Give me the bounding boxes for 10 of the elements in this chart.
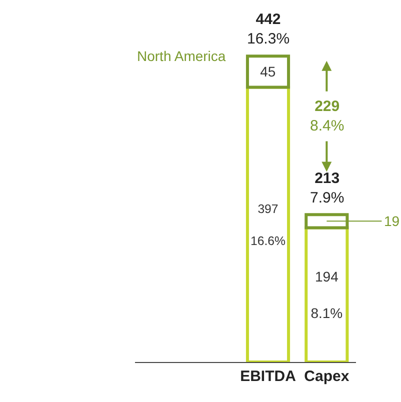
total-label: 442 16.3% [247, 11, 290, 48]
data-label: 45 [260, 64, 276, 80]
x-tick-label: Capex [304, 368, 350, 385]
text: 194 8.1% [310, 268, 343, 322]
data-label: 19 [384, 213, 400, 229]
total-label: 213 7.9% [310, 170, 344, 206]
x-tick-label: EBITDA [240, 368, 296, 385]
text: 397 16.6% [250, 202, 286, 248]
series-label: North America [137, 48, 226, 64]
annotation: 229 8.4% [310, 98, 344, 134]
